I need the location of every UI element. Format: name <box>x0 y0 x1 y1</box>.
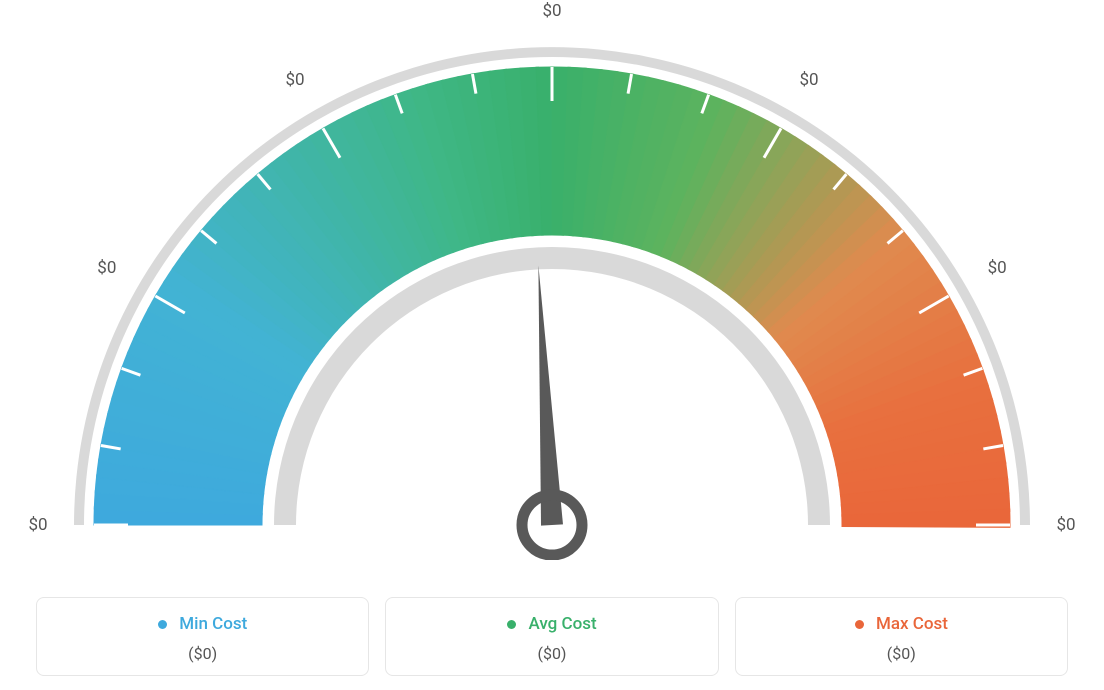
scale-label: $0 <box>799 70 818 90</box>
legend-title-avg: Avg Cost <box>386 614 717 634</box>
scale-label: $0 <box>988 258 1007 278</box>
scale-label: $0 <box>1056 515 1075 535</box>
gauge-area: $0 $0 $0 $0 $0 $0 $0 <box>0 0 1104 560</box>
scale-label: $0 <box>28 515 47 535</box>
legend-label-min: Min Cost <box>179 614 247 634</box>
legend-value-max: ($0) <box>736 644 1067 663</box>
legend-title-max: Max Cost <box>736 614 1067 634</box>
legend-dot-max <box>855 620 864 629</box>
legend-dot-avg <box>507 620 516 629</box>
legend-value-avg: ($0) <box>386 644 717 663</box>
legend-value-min: ($0) <box>37 644 368 663</box>
legend-card-max: Max Cost ($0) <box>735 597 1068 676</box>
legend-label-max: Max Cost <box>876 614 948 634</box>
scale-label: $0 <box>542 1 561 21</box>
gauge-svg <box>0 0 1104 560</box>
legend-card-min: Min Cost ($0) <box>36 597 369 676</box>
scale-label: $0 <box>285 70 304 90</box>
legend-title-min: Min Cost <box>37 614 368 634</box>
legend-card-avg: Avg Cost ($0) <box>385 597 718 676</box>
scale-label: $0 <box>97 258 116 278</box>
legend-row: Min Cost ($0) Avg Cost ($0) Max Cost ($0… <box>36 597 1068 676</box>
legend-dot-min <box>158 620 167 629</box>
legend-label-avg: Avg Cost <box>529 614 597 634</box>
cost-gauge-chart: $0 $0 $0 $0 $0 $0 $0 Min Cost ($0) Avg Cost ($… <box>0 0 1104 690</box>
